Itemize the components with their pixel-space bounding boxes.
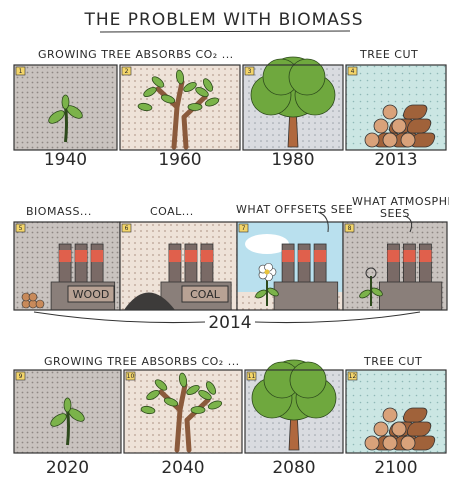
wood-pile [36, 300, 44, 308]
panel: WOOD 5 [14, 222, 120, 310]
log-end [383, 133, 397, 147]
chimney-band [91, 250, 103, 262]
leaf [191, 407, 205, 414]
log-end [383, 408, 397, 422]
panel-label: COAL [190, 288, 221, 301]
panel-year: 2020 [46, 458, 89, 478]
log-end [365, 133, 379, 147]
panel: 4 2013 [346, 65, 446, 170]
panel-year: 1940 [44, 150, 87, 170]
panel-number: 10 [127, 373, 135, 380]
panel-year: 1980 [271, 150, 314, 170]
leaf [62, 95, 69, 109]
chimney-band [75, 250, 87, 262]
factory-building [274, 282, 338, 310]
panel: 7 [237, 222, 343, 310]
title-underline [100, 31, 350, 32]
panel: 11 2080 [245, 360, 343, 478]
panel-number: 12 [349, 373, 357, 380]
panel-number: 6 [125, 225, 129, 232]
stem [68, 410, 69, 445]
log-end [392, 119, 406, 133]
panel-number: 5 [19, 225, 23, 232]
panel-label: WOOD [73, 288, 110, 301]
chimney-band [185, 250, 197, 262]
panel-number: 7 [242, 225, 246, 232]
chimney-band [169, 250, 181, 262]
log-end [365, 436, 379, 450]
panel: 8 [343, 222, 447, 310]
panel-number: 1 [19, 68, 23, 75]
leaf [64, 398, 71, 412]
panel-year: 1960 [158, 150, 201, 170]
panel: 3 1980 [243, 57, 343, 170]
panel: 2 1960 [120, 65, 240, 170]
panel-number: 3 [248, 68, 252, 75]
factory-building [379, 282, 441, 310]
leaf [188, 104, 202, 111]
panel-number: 11 [248, 373, 256, 380]
chimney-band [59, 250, 71, 262]
chimney-band [201, 250, 213, 262]
panel: 1 1940 [14, 65, 117, 170]
panel-number: 8 [348, 225, 352, 232]
caption: WHAT OFFSETS SEE [236, 203, 353, 216]
wood-pile [29, 293, 37, 301]
page: body { margin: 0; background: #fff; font… [0, 0, 449, 481]
log-end [383, 105, 397, 119]
panel: 9 2020 [14, 370, 121, 478]
chimney-band [419, 250, 431, 262]
panel-year: 2040 [161, 458, 204, 478]
log-end [392, 422, 406, 436]
chimney-band [282, 250, 294, 262]
span-year: 2014 [208, 313, 251, 333]
log-end [401, 436, 415, 450]
chimney-band [298, 250, 310, 262]
panel-year: 2013 [374, 150, 417, 170]
caption: GROWING TREE ABSORBS CO₂ ... [44, 355, 240, 368]
log-end [374, 119, 388, 133]
log-end [374, 422, 388, 436]
chimney-band [314, 250, 326, 262]
panel: COAL 6 [120, 222, 237, 310]
caption: GROWING TREE ABSORBS CO₂ ... [38, 48, 234, 61]
chimney-band [387, 250, 399, 262]
panel-number: 4 [351, 68, 355, 75]
panel-year: 2080 [272, 458, 315, 478]
flower-center [265, 270, 270, 275]
body: {"title": "THE PROBLEM WITH BIOMASS", "r… [0, 0, 449, 481]
caption: BIOMASS... [26, 205, 92, 218]
stem [66, 107, 67, 142]
log-end [401, 133, 415, 147]
panel-year: 2100 [374, 458, 417, 478]
log-end [383, 436, 397, 450]
comic: THE PROBLEM WITH BIOMASS GROWING TREE AB… [0, 0, 449, 481]
caption: SEES [380, 207, 410, 220]
panel: 12 2100 [346, 370, 446, 478]
caption: COAL... [150, 205, 194, 218]
caption: TREE CUT [363, 355, 422, 368]
canopy [290, 362, 326, 398]
chimney-band [403, 250, 415, 262]
title: THE PROBLEM WITH BIOMASS [83, 10, 363, 30]
panel-number: 2 [125, 68, 129, 75]
caption: TREE CUT [359, 48, 418, 61]
panel: 10 2040 [124, 370, 242, 478]
panel-number: 9 [19, 373, 23, 380]
